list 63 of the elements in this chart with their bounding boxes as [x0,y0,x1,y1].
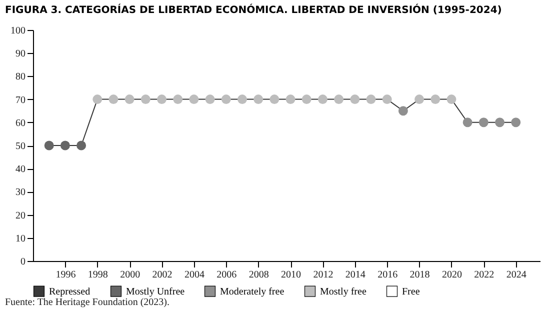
x-tick-label: 1998 [88,270,108,280]
point [414,94,424,104]
point [76,140,86,150]
point [398,106,408,116]
y-tick-label: 30 [16,187,26,198]
point [92,94,102,104]
point [350,94,360,104]
point [495,118,505,128]
point [270,94,280,104]
point [157,94,167,104]
y-tick-label: 60 [16,118,26,129]
x-tick-label: 2020 [442,270,462,280]
y-tick-label: 10 [16,233,26,244]
point [254,94,264,104]
x-tick-label: 2024 [506,270,526,280]
legend-label: Moderately free [220,286,285,298]
y-tick-label: 40 [16,164,26,176]
point [511,118,521,128]
point [205,94,215,104]
x-tick-label: 2008 [248,270,269,280]
x-tick-label: 1996 [56,270,76,280]
x-tick-label: 2016 [378,270,398,280]
point [302,94,312,104]
point [318,94,328,104]
x-tick-label: 2018 [410,270,430,280]
y-tick-label: 90 [16,48,26,60]
point [189,94,199,104]
y-tick-label: 20 [16,210,26,222]
point [237,94,247,104]
source-note: Fuente: The Heritage Foundation (2023). [5,297,170,308]
x-tick-label: 2002 [152,270,172,280]
point [173,94,183,104]
y-tick-label: 80 [16,72,26,83]
point [462,118,472,128]
y-tick-label: 0 [20,256,26,268]
x-tick-label: 2000 [120,270,140,280]
point [334,94,344,104]
x-tick-label: 2012 [313,270,334,280]
point [430,94,440,104]
point [446,94,456,104]
legend-label: Free [402,286,420,298]
x-tick-label: 2022 [474,270,494,280]
point [478,118,488,128]
point [286,94,296,104]
point [382,94,392,104]
point [60,140,70,150]
x-tick-label: 2006 [216,270,237,280]
point [44,140,54,150]
chart-title: FIGURA 3. CATEGORÍAS DE LIBERTAD ECONÓMICA. LIBERTAD DE INVERSIÓN (1995-2024) [5,3,502,16]
y-tick-label: 100 [10,26,26,36]
y-tick-label: 50 [16,141,26,152]
point [108,94,118,104]
y-tick-label: 70 [16,94,26,106]
legend-label: Repressed [49,286,90,298]
x-tick-label: 2010 [281,270,302,280]
legend-label: Mostly Unfree [126,286,186,298]
point [124,94,134,104]
point [140,94,150,104]
legend-label: Mostly free [320,286,367,298]
point [366,94,376,104]
point [221,94,231,104]
x-tick-label: 2014 [345,270,366,280]
x-tick-label: 2004 [184,270,204,280]
